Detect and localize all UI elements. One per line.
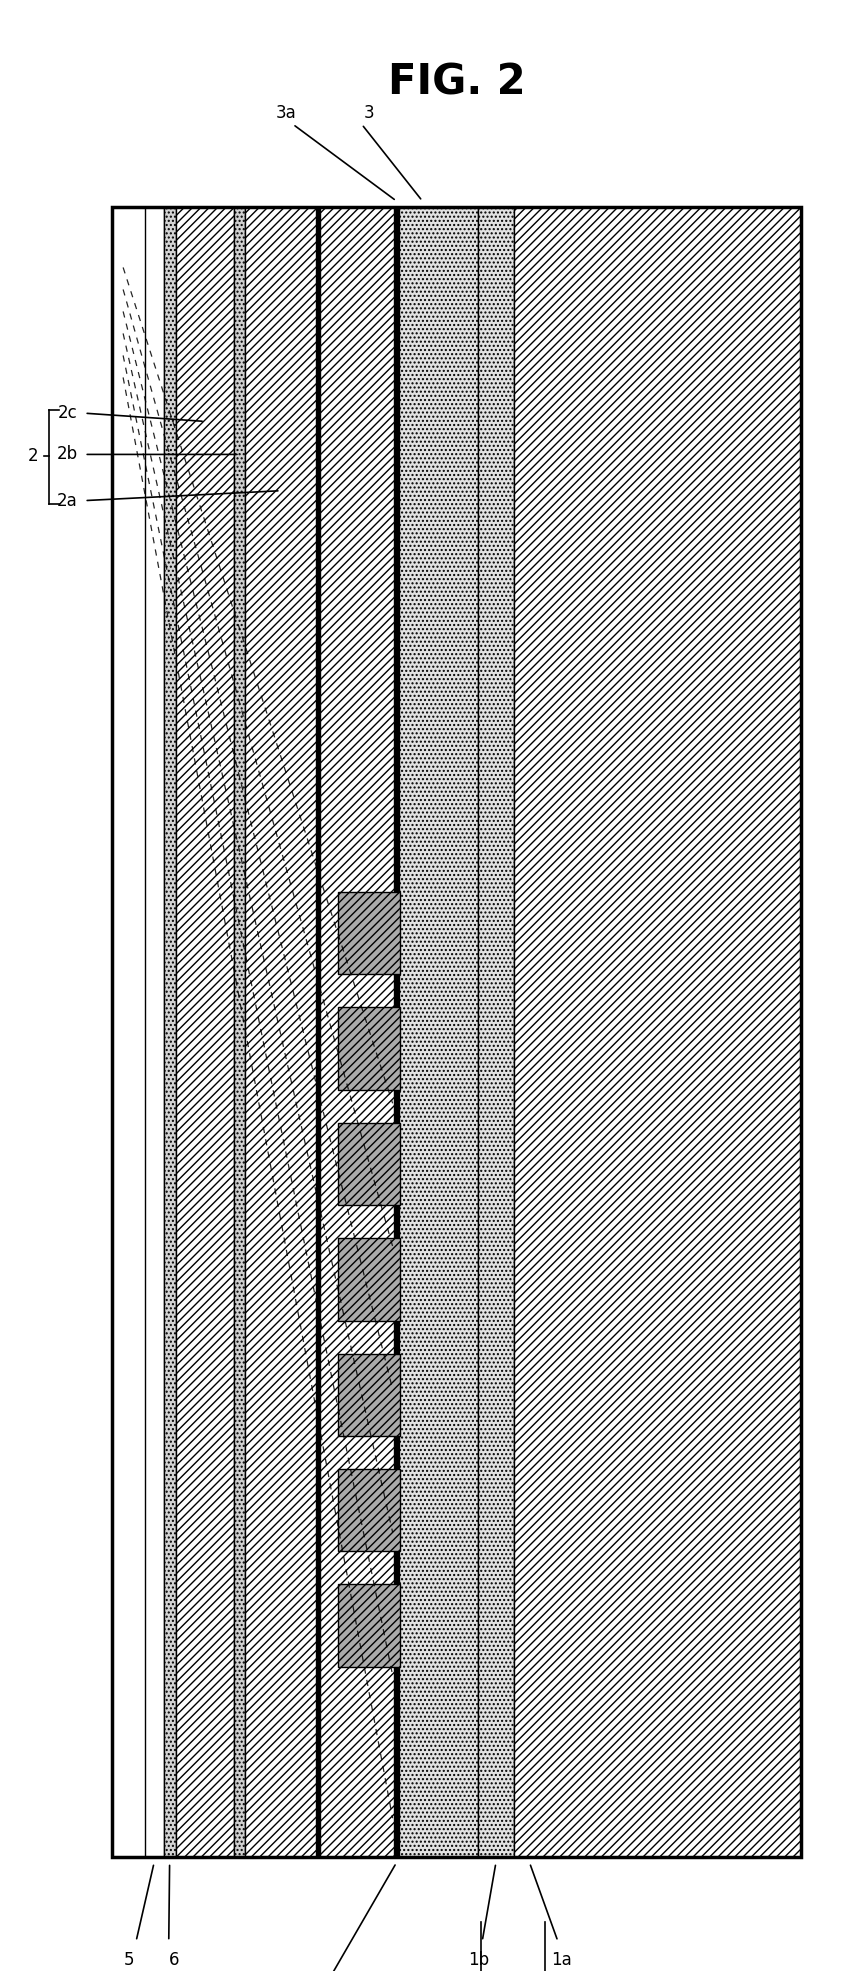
Bar [338, 1007, 400, 1090]
Bar [338, 891, 400, 974]
Text: 3a: 3a [276, 104, 296, 122]
Text: 2a: 2a [57, 491, 77, 510]
Text: 3: 3 [363, 104, 374, 122]
Bar [399, 207, 478, 1857]
Bar [176, 207, 234, 1857]
Bar [514, 207, 801, 1857]
Bar [320, 207, 394, 1857]
Bar [145, 207, 164, 1857]
Bar [478, 207, 514, 1857]
Bar [316, 207, 320, 1857]
Text: 2b: 2b [56, 445, 77, 463]
Bar [338, 1354, 400, 1437]
Text: 1b: 1b [468, 1951, 489, 1969]
Bar [338, 1468, 400, 1551]
Bar [338, 1123, 400, 1204]
Text: FIG. 2: FIG. 2 [387, 61, 525, 104]
Bar [394, 207, 399, 1857]
Text: 6: 6 [169, 1951, 179, 1969]
Text: 5: 5 [124, 1951, 134, 1969]
Bar [112, 207, 801, 1857]
Bar [164, 207, 176, 1857]
Bar [338, 1585, 400, 1667]
Bar [234, 207, 245, 1857]
Bar [338, 1238, 400, 1321]
Text: 2c: 2c [58, 404, 77, 422]
Text: 2: 2 [28, 447, 38, 465]
Bar [245, 207, 316, 1857]
Bar [112, 207, 801, 1857]
Text: 1a: 1a [551, 1951, 572, 1969]
